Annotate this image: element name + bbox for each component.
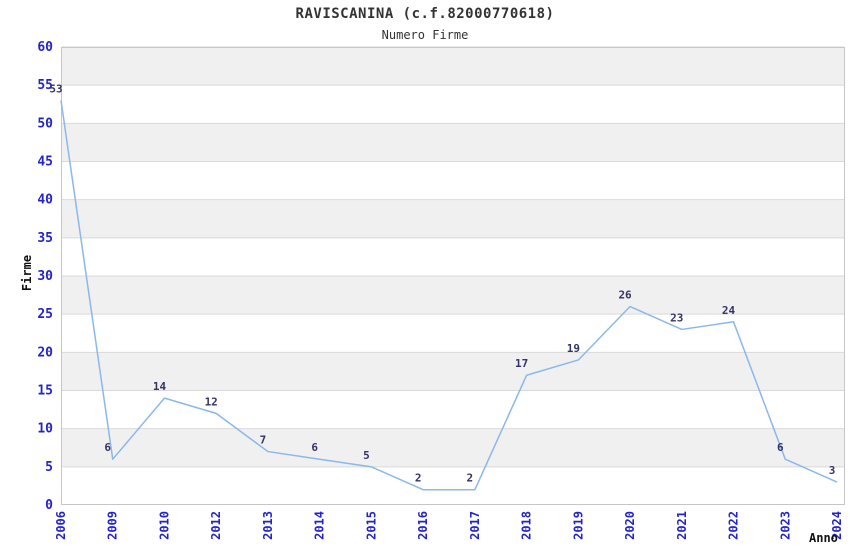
data-point-label: 6 <box>311 441 318 454</box>
plot-band <box>62 276 844 315</box>
y-tick-label: 40 <box>37 193 53 208</box>
data-point-label: 23 <box>670 311 683 324</box>
y-tick-label: 25 <box>37 307 53 322</box>
y-tick-label: 15 <box>37 384 53 399</box>
data-line <box>60 100 838 491</box>
chart-title: RAVISCANINA (c.f.82000770618) <box>295 6 555 22</box>
data-point-label: 2 <box>415 472 422 485</box>
chart-subtitle: Numero Firme <box>381 28 469 42</box>
x-axis-title: Anno <box>809 531 838 545</box>
data-point-label: 26 <box>618 289 632 302</box>
x-tick-label: 2010 <box>157 511 171 540</box>
x-tick-label: 2009 <box>106 511 120 540</box>
data-point-label: 17 <box>515 357 528 370</box>
x-tick-label: 2014 <box>313 511 327 540</box>
data-point-label: 12 <box>205 395 218 408</box>
x-tick-label: 2021 <box>675 511 689 540</box>
y-tick-label: 0 <box>45 498 53 513</box>
data-point-label: 24 <box>722 304 736 317</box>
plot-band <box>62 47 844 86</box>
y-tick-label: 45 <box>37 155 53 170</box>
x-tick-label: 2019 <box>571 511 585 540</box>
x-tick-label: 2020 <box>623 511 637 540</box>
x-tick-label: 2015 <box>364 511 378 540</box>
data-point-label: 14 <box>153 380 167 393</box>
x-tick-label: 2023 <box>778 511 792 540</box>
y-tick-label: 35 <box>37 231 53 246</box>
x-tick-label: 2017 <box>468 511 482 540</box>
plot-band <box>62 199 844 238</box>
data-point-label: 3 <box>829 464 836 477</box>
y-tick-label: 20 <box>37 345 53 360</box>
x-tick-label: 2018 <box>520 511 534 540</box>
plot-border <box>61 47 845 505</box>
x-tick-label: 2024 <box>830 511 844 540</box>
x-tick-label: 2012 <box>209 511 223 540</box>
data-point-label: 6 <box>777 441 784 454</box>
y-tick-label: 5 <box>45 460 53 475</box>
x-tick-label: 2022 <box>727 511 741 540</box>
y-tick-label: 10 <box>37 422 53 437</box>
x-tick-label: 2016 <box>416 511 430 540</box>
x-tick-label: 2013 <box>261 511 275 540</box>
data-point-label: 5 <box>363 449 370 462</box>
plot-band <box>62 428 844 467</box>
data-point-label: 7 <box>260 434 267 447</box>
data-point-label: 19 <box>567 342 580 355</box>
y-tick-label: 60 <box>37 40 53 55</box>
plot-band <box>62 352 844 391</box>
data-point-label: 6 <box>104 441 111 454</box>
data-point-label: 2 <box>467 472 474 485</box>
data-point-label: 53 <box>49 82 62 95</box>
x-tick-label: 2006 <box>54 511 68 540</box>
y-tick-label: 55 <box>37 78 53 93</box>
plot-band <box>62 123 844 162</box>
y-tick-label: 30 <box>37 269 53 284</box>
y-tick-label: 50 <box>37 116 53 131</box>
